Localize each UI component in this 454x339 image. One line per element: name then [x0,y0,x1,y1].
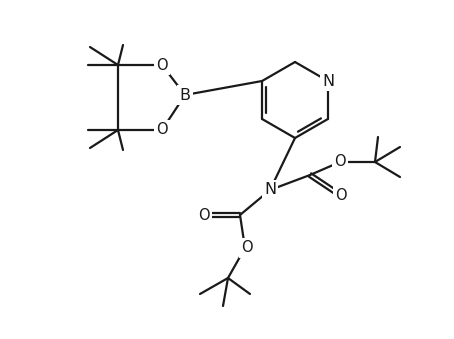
Text: N: N [323,74,335,88]
Text: N: N [264,182,276,198]
Text: B: B [179,87,191,102]
Text: O: O [156,122,168,138]
Text: O: O [156,58,168,73]
Text: O: O [241,240,253,256]
Text: O: O [335,187,347,202]
Text: O: O [198,207,210,222]
Text: O: O [334,155,346,170]
